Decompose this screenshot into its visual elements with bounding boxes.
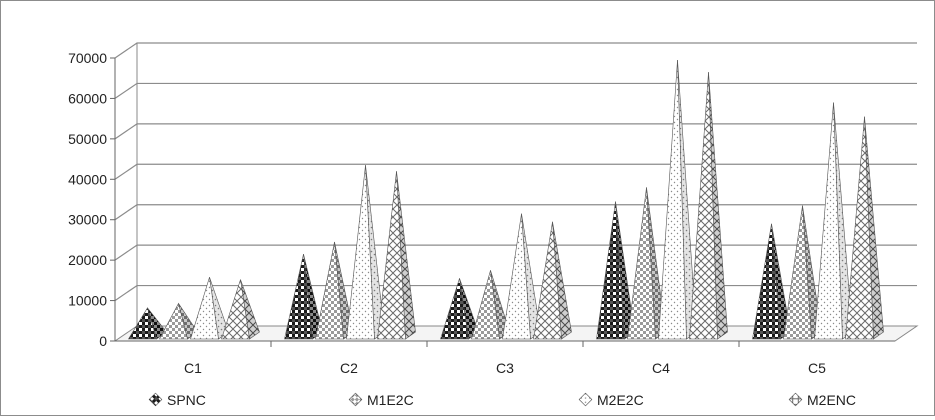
legend-swatch	[348, 392, 363, 407]
pyramid-front-face	[127, 307, 157, 340]
pyramid-front-face	[502, 213, 531, 340]
legend-item-M1E2C: M1E2C	[348, 392, 414, 408]
axes: 0 10000 20000 30000 40000 50000 60000 70000 C1 C2…	[68, 43, 895, 376]
pyramid-front-face	[845, 116, 874, 340]
legend-item-SPNC: SPNC	[148, 392, 206, 408]
legend: SPNC M1E2C M2E2C M2ENC	[148, 392, 856, 408]
pyramid-front-face	[533, 221, 562, 340]
pyramid-front-face	[440, 278, 469, 340]
pyramid-front-face	[658, 60, 687, 340]
x-tick-label: C4	[652, 360, 670, 376]
y-tick-label: 10000	[68, 293, 107, 309]
x-tick-label: C1	[184, 360, 202, 376]
pyramid-front-face	[752, 223, 781, 340]
pyramid-front-face	[377, 171, 406, 340]
pyramid-front-face	[221, 279, 250, 340]
legend-label: SPNC	[167, 392, 206, 408]
legend-swatch	[148, 392, 163, 407]
gridline	[114, 163, 917, 180]
pyramid-front-face	[627, 187, 656, 340]
x-tick-label: C5	[808, 360, 826, 376]
pyramid-front-face	[689, 72, 718, 340]
x-tick-label: C3	[496, 360, 514, 376]
pyramid-front-face	[346, 165, 375, 340]
legend-label: M2E2C	[597, 392, 644, 408]
pyramid-M2E2C-C5	[814, 102, 853, 340]
pyramid-M2E2C-C4	[658, 60, 697, 340]
pyramid-SPNC-C5	[752, 223, 791, 340]
pyramid-front-face	[190, 277, 219, 340]
gridline	[114, 204, 917, 221]
pyramid-M2ENC-C3	[533, 221, 572, 340]
pyramid-SPNC-C2	[284, 254, 323, 340]
gridline	[114, 123, 917, 140]
pyramid-M2ENC-C5	[845, 116, 884, 340]
y-tick-label: 0	[99, 333, 107, 349]
gridline	[114, 82, 917, 99]
pyramid-M2E2C-C3	[502, 213, 541, 340]
pyramid-SPNC-C1	[127, 307, 167, 340]
pyramid-front-face	[596, 201, 625, 340]
pyramid-M2ENC-C1	[221, 279, 260, 340]
pyramid-M1E2C-C1	[158, 302, 198, 340]
pyramids	[127, 60, 884, 340]
legend-swatch	[788, 392, 803, 407]
pyramid-front-face	[315, 241, 344, 340]
legend-swatch	[578, 392, 593, 407]
legend-item-M2ENC: M2ENC	[788, 392, 856, 408]
pyramid-front-face	[158, 302, 188, 340]
y-tick-label: 70000	[68, 50, 107, 66]
legend-label: M2ENC	[807, 392, 856, 408]
y-tick-label: 50000	[68, 131, 107, 147]
y-tick-label: 20000	[68, 252, 107, 268]
y-tick-label: 60000	[68, 90, 107, 106]
pyramid-front-face	[814, 102, 843, 340]
pyramid-M2ENC-C4	[689, 72, 728, 340]
pyramid-front-face	[284, 254, 313, 340]
pyramid-M1E2C-C5	[783, 205, 822, 340]
x-tick-label: C2	[340, 360, 358, 376]
gridline	[114, 42, 917, 59]
legend-label: M1E2C	[367, 392, 414, 408]
pyramid-M1E2C-C3	[471, 270, 510, 340]
pyramid-SPNC-C3	[440, 278, 479, 340]
legend-item-M2E2C: M2E2C	[578, 392, 644, 408]
pyramid-M2ENC-C2	[377, 171, 416, 340]
pyramid-M2E2C-C1	[190, 277, 229, 340]
pyramid-M2E2C-C2	[346, 165, 385, 340]
y-tick-label: 30000	[68, 212, 107, 228]
y-tick-label: 40000	[68, 171, 107, 187]
pyramid-front-face	[783, 205, 812, 340]
pyramid-front-face	[471, 270, 500, 340]
pyramid-SPNC-C4	[596, 201, 635, 340]
